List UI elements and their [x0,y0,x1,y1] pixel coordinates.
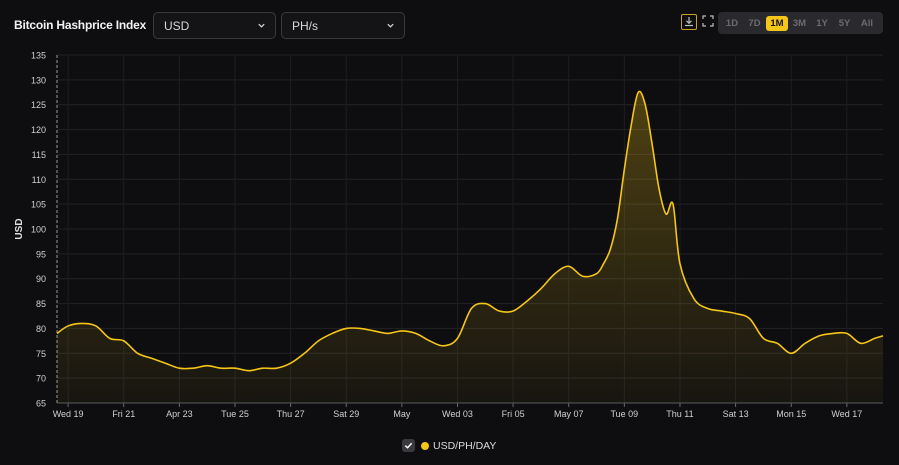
chevron-down-icon [387,23,394,28]
y-tick-label: 85 [36,299,46,309]
hashprice-chart: 65 70 75 80 85 90 95 100 105 110 115 120 125 130 135 We… [14,51,884,419]
legend-color-dot [421,441,429,450]
y-tick-label: 105 [31,200,46,210]
range-button-7d[interactable]: 7D [748,17,761,29]
x-tick-label: Thu 27 [277,409,305,419]
range-button-all[interactable]: All [860,17,874,29]
y-tick-label: 70 [36,374,46,384]
range-button-3m[interactable]: 3M [792,17,807,29]
x-tick-label: Sat 13 [723,409,749,419]
fullscreen-icon [702,15,714,27]
range-button-1y[interactable]: 1Y [816,17,828,29]
page-title: Bitcoin Hashprice Index [14,18,147,32]
x-tick-label: May [393,409,411,419]
unit-select[interactable]: PH/s [281,12,405,39]
range-button-5y[interactable]: 5Y [838,17,851,29]
y-tick-label: 90 [36,274,46,284]
y-tick-label: 120 [31,125,46,135]
time-range-selector: 1D 7D 1M 3M 1Y 5Y All [718,12,883,34]
x-tick-label: Thu 11 [666,409,693,419]
range-button-1m[interactable]: 1M [766,15,788,31]
y-tick-label: 110 [32,175,46,185]
x-tick-label: Fri 05 [502,409,525,419]
y-axis-label: USD [14,218,25,239]
x-tick-label: May 07 [554,409,584,419]
y-tick-label: 125 [31,100,46,110]
y-tick-label: 115 [32,150,46,160]
fullscreen-button[interactable] [701,14,717,30]
legend-checkbox[interactable] [402,439,415,452]
series-line-usd-ph-day [56,90,884,372]
range-button-1d[interactable]: 1D [725,17,739,29]
x-tick-label: Tue 09 [611,409,639,419]
x-tick-label: Wed 03 [442,409,473,419]
currency-select[interactable]: USD [153,12,276,39]
x-tick-label: Mon 15 [776,409,806,419]
chevron-down-icon [258,23,265,28]
legend-label: USD/PH/DAY [433,439,497,452]
x-tick-label: Apr 23 [166,409,193,419]
y-tick-label: 95 [36,249,46,259]
y-tick-label: 65 [36,399,46,409]
y-tick-label: 135 [31,51,46,61]
currency-select-value: USD [164,18,190,33]
download-button[interactable] [681,14,697,30]
download-icon [685,17,693,27]
y-tick-label: 130 [31,75,46,85]
series-area [57,91,883,404]
check-icon [404,442,413,449]
y-tick-label: 75 [36,349,46,359]
x-tick-label: Sat 29 [333,409,359,419]
unit-select-value: PH/s [292,18,319,33]
x-tick-label: Wed 19 [53,409,84,419]
x-tick-label: Wed 17 [831,409,862,419]
chart-legend[interactable]: USD/PH/DAY [402,439,496,452]
y-tick-label: 100 [31,225,46,235]
x-tick-label: Fri 21 [112,409,135,419]
x-tick-label: Tue 25 [221,409,249,419]
y-tick-label: 80 [36,324,46,334]
